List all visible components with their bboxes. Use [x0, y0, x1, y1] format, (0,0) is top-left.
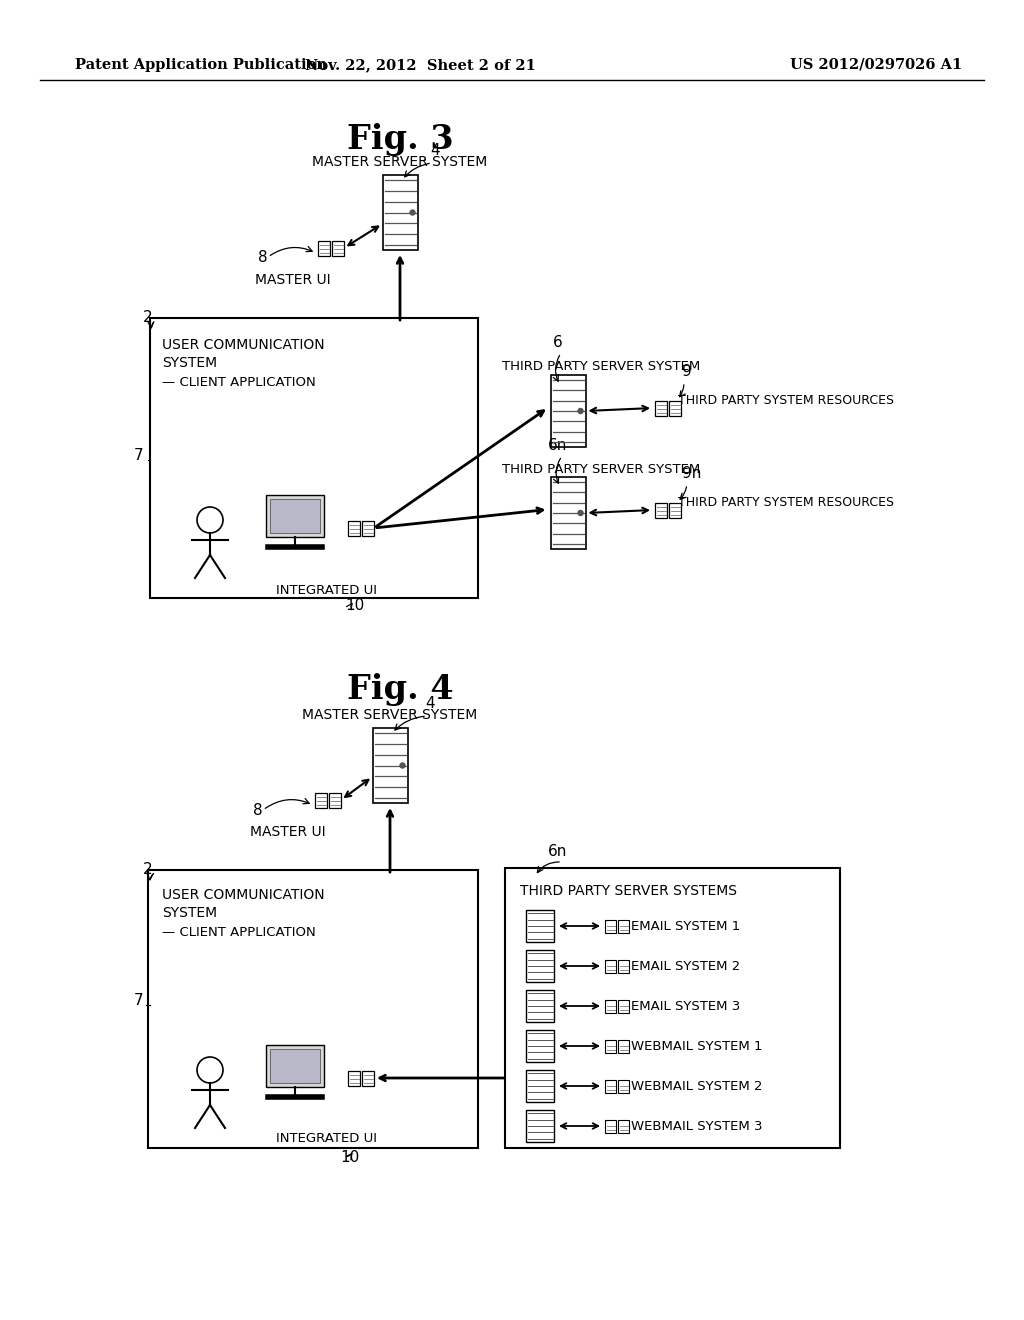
Text: Nov. 22, 2012  Sheet 2 of 21: Nov. 22, 2012 Sheet 2 of 21 — [304, 58, 536, 73]
Circle shape — [400, 763, 406, 768]
Text: 9n: 9n — [682, 466, 701, 480]
Text: THIRD PARTY SERVER SYSTEM: THIRD PARTY SERVER SYSTEM — [502, 360, 700, 374]
Text: EMAIL SYSTEM 2: EMAIL SYSTEM 2 — [631, 960, 740, 973]
Text: 4: 4 — [430, 143, 439, 158]
Text: THIRD PARTY SYSTEM RESOURCES: THIRD PARTY SYSTEM RESOURCES — [678, 495, 894, 508]
Text: — CLIENT APPLICATION: — CLIENT APPLICATION — [162, 376, 315, 389]
Text: 2: 2 — [143, 862, 153, 876]
Text: 8: 8 — [253, 803, 262, 818]
Bar — [362, 1071, 374, 1085]
Bar — [618, 920, 629, 932]
Bar — [270, 499, 319, 533]
Text: Fig. 3: Fig. 3 — [347, 124, 454, 157]
Circle shape — [578, 511, 583, 516]
Bar — [373, 729, 408, 803]
Text: 6n: 6n — [548, 843, 567, 859]
Text: MASTER SERVER SYSTEM: MASTER SERVER SYSTEM — [312, 154, 487, 169]
Text: INTEGRATED UI: INTEGRATED UI — [276, 583, 377, 597]
Circle shape — [578, 408, 583, 413]
Bar — [605, 1080, 616, 1093]
Text: Patent Application Publication: Patent Application Publication — [75, 58, 327, 73]
Text: THIRD PARTY SERVER SYSTEMS: THIRD PARTY SERVER SYSTEMS — [520, 884, 737, 898]
Text: 2: 2 — [143, 310, 153, 325]
Bar — [669, 503, 681, 517]
Text: WEBMAIL SYSTEM 3: WEBMAIL SYSTEM 3 — [631, 1119, 763, 1133]
Bar — [551, 477, 586, 549]
Text: 4: 4 — [425, 696, 434, 711]
Bar — [362, 520, 374, 536]
Bar — [605, 960, 616, 973]
Bar — [526, 1110, 554, 1142]
Text: 10: 10 — [340, 1150, 359, 1166]
Text: EMAIL SYSTEM 3: EMAIL SYSTEM 3 — [631, 999, 740, 1012]
Bar — [270, 1049, 319, 1082]
Circle shape — [410, 210, 415, 215]
Text: 6n: 6n — [548, 438, 567, 453]
Text: 6: 6 — [553, 335, 563, 350]
Bar — [329, 792, 341, 808]
Text: MASTER SERVER SYSTEM: MASTER SERVER SYSTEM — [302, 708, 477, 722]
Text: USER COMMUNICATION: USER COMMUNICATION — [162, 338, 325, 352]
Bar — [618, 1040, 629, 1052]
Text: THIRD PARTY SYSTEM RESOURCES: THIRD PARTY SYSTEM RESOURCES — [678, 393, 894, 407]
Text: INTEGRATED UI: INTEGRATED UI — [276, 1133, 377, 1144]
Text: SYSTEM: SYSTEM — [162, 906, 217, 920]
Bar — [618, 960, 629, 973]
Bar — [526, 950, 554, 982]
Text: 7: 7 — [134, 447, 143, 463]
Bar — [655, 400, 667, 416]
Text: WEBMAIL SYSTEM 2: WEBMAIL SYSTEM 2 — [631, 1080, 763, 1093]
Bar — [618, 1080, 629, 1093]
Text: EMAIL SYSTEM 1: EMAIL SYSTEM 1 — [631, 920, 740, 932]
Bar — [655, 503, 667, 517]
Text: 7: 7 — [134, 993, 143, 1008]
Bar — [526, 1071, 554, 1102]
Bar — [315, 792, 327, 808]
Bar — [669, 400, 681, 416]
Bar — [605, 920, 616, 932]
Text: 8: 8 — [258, 249, 267, 265]
Bar — [605, 999, 616, 1012]
Bar — [266, 1045, 324, 1086]
Bar — [148, 870, 478, 1148]
Bar — [318, 240, 330, 256]
Text: US 2012/0297026 A1: US 2012/0297026 A1 — [790, 58, 963, 73]
Bar — [605, 1040, 616, 1052]
Text: Fig. 4: Fig. 4 — [347, 673, 454, 706]
Bar — [383, 176, 418, 249]
Bar — [505, 869, 840, 1148]
Bar — [526, 1030, 554, 1063]
Bar — [348, 520, 360, 536]
Bar — [150, 318, 478, 598]
Bar — [618, 999, 629, 1012]
Bar — [551, 375, 586, 447]
Bar — [266, 495, 324, 537]
Text: — CLIENT APPLICATION: — CLIENT APPLICATION — [162, 927, 315, 939]
Circle shape — [197, 507, 223, 533]
Bar — [526, 990, 554, 1022]
Bar — [526, 909, 554, 942]
Text: 10: 10 — [345, 598, 365, 612]
Bar — [618, 1119, 629, 1133]
Text: USER COMMUNICATION: USER COMMUNICATION — [162, 888, 325, 902]
Circle shape — [197, 1057, 223, 1082]
Text: SYSTEM: SYSTEM — [162, 356, 217, 370]
Text: 9: 9 — [682, 364, 692, 379]
Text: THIRD PARTY SERVER SYSTEM: THIRD PARTY SERVER SYSTEM — [502, 463, 700, 477]
Text: MASTER UI: MASTER UI — [250, 825, 326, 840]
Text: WEBMAIL SYSTEM 1: WEBMAIL SYSTEM 1 — [631, 1040, 763, 1052]
Bar — [348, 1071, 360, 1085]
Text: MASTER UI: MASTER UI — [255, 273, 331, 286]
Bar — [605, 1119, 616, 1133]
Bar — [332, 240, 344, 256]
